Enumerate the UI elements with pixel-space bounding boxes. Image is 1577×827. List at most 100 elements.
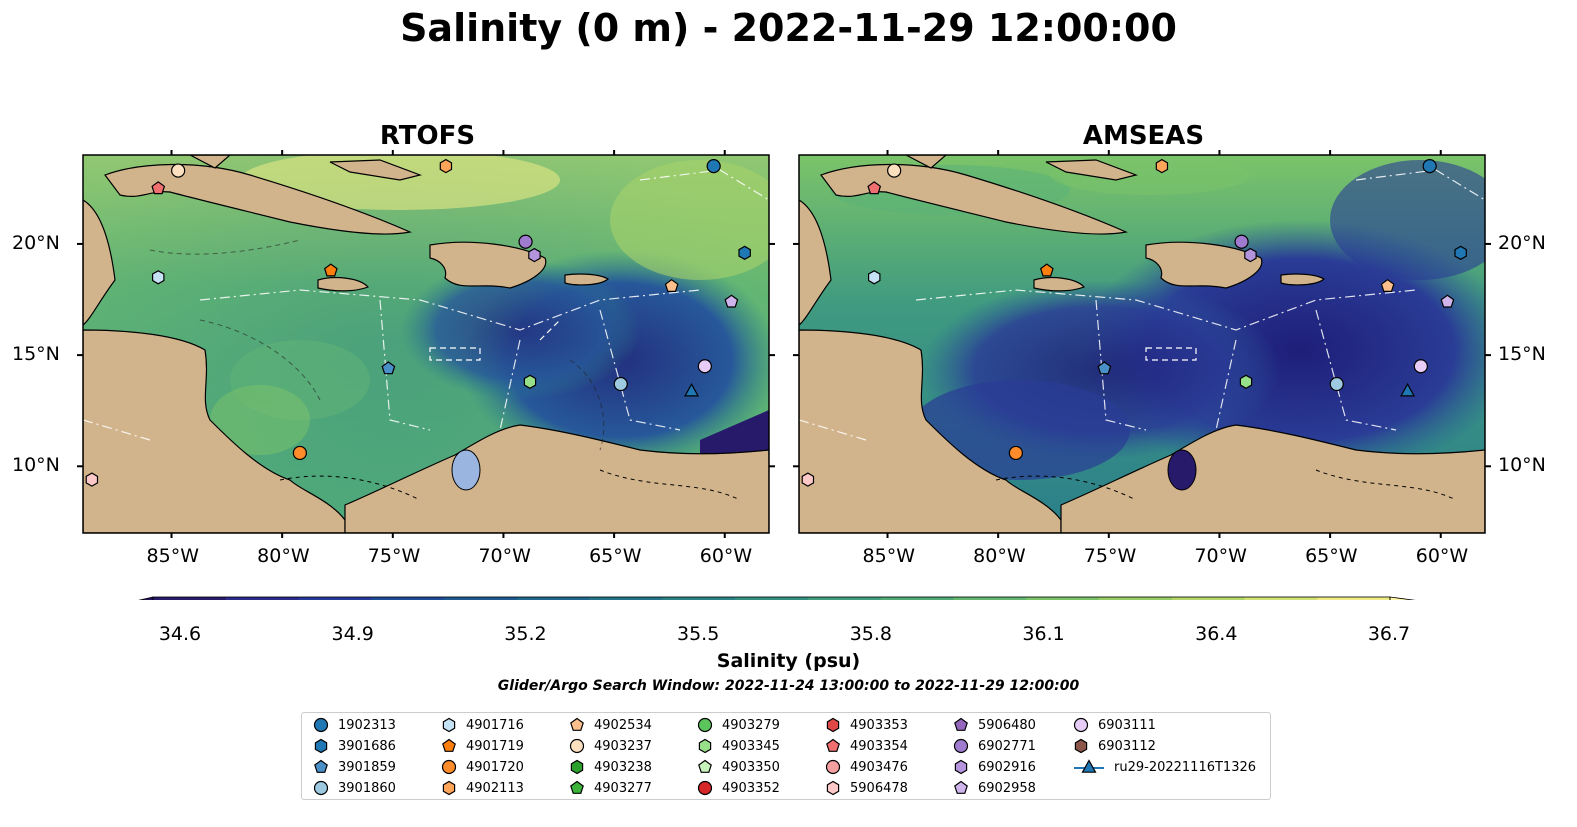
obs-marker-4903354 [867,181,882,195]
legend-marker-icon [442,738,456,752]
colorbar-tick-label: 35.2 [504,623,547,645]
legend-marker-icon [1073,717,1089,733]
legend-marker [953,738,969,754]
legend-entry: 3901859 [312,757,396,777]
legend-marker-icon [570,780,584,794]
obs-marker-4901719 [323,263,338,277]
colorbar-extend-low [138,596,154,600]
legend-marker-icon [826,738,840,752]
x-tick-label: 85°W [146,545,199,567]
obs-marker-4901716 [868,270,881,285]
rtofs-panel-title: RTOFS [379,121,476,151]
obs-marker-3901859 [1097,361,1112,375]
legend-marker [442,717,456,733]
obs-marker-4903345 [1239,374,1253,389]
colorbar-tick-label: 36.7 [1367,623,1411,645]
colorbar-segment [225,597,300,600]
obs-marker-6902771 [1234,234,1249,249]
legend-label: 6903111 [1098,717,1156,733]
colorbar-segment [953,597,1027,600]
legend-marker-icon [570,717,584,731]
legend-marker [954,717,968,731]
legend-marker [826,780,840,796]
legend-entry: 4901719 [440,736,524,756]
legend-label: 4903237 [594,738,652,754]
legend-marker-icon [697,717,713,733]
colorbar-extend-high [1389,596,1416,600]
colorbar-label: Salinity (psu) [716,650,861,672]
obs-marker-3901686 [1454,245,1467,260]
legend-entry: 1902313 [312,715,396,735]
legend-entry: 4903238 [568,757,652,777]
legend-marker [442,780,456,796]
obs-marker-3901860 [613,376,628,392]
obs-marker-6902771 [518,234,533,249]
colorbar [138,596,1416,600]
legend-marker-icon [954,780,968,794]
obs-marker-1902313 [706,159,721,174]
legend-marker [314,738,328,754]
rtofs-map [83,155,769,533]
amseas-map [799,155,1485,533]
legend-label: 4903476 [850,759,908,775]
legend-marker [314,759,328,773]
legend-marker-icon [826,780,840,796]
x-tick-label: 85°W [862,545,915,567]
legend-label: 3901859 [338,759,396,775]
legend-marker [697,717,713,733]
legend-label: 4903345 [722,738,780,754]
colorbar-tick-label: 35.5 [676,623,720,645]
obs-marker-3901686 [738,245,751,260]
colorbar-segment [1317,597,1391,600]
legend-marker [570,759,584,775]
legend-entry: 3901686 [312,736,396,756]
legend-entry: 4903353 [824,715,908,735]
legend-label: 4901720 [466,759,524,775]
legend-marker [697,780,713,796]
legend-marker-icon [825,759,841,775]
colorbar-segment [1244,597,1318,600]
legend-marker [1081,759,1097,773]
legend-entry: 4903277 [568,778,652,798]
y-tick-label: 15°N [12,343,60,366]
x-tick-label: 80°W [257,545,310,567]
legend-entry: 4901720 [440,757,524,777]
legend-label: 6902958 [978,780,1036,796]
obs-marker-6902916 [1244,247,1257,263]
legend-marker [825,759,841,775]
x-tick-label: 80°W [973,545,1026,567]
colorbar-tick-label: 36.1 [1022,623,1065,645]
legend-label: 5906478 [850,780,908,796]
obs-marker-4903354 [151,181,166,195]
legend-marker-icon [442,780,456,796]
obs-marker-6902958 [724,294,739,308]
legend-marker-icon [1074,738,1088,754]
colorbar-segment [444,597,518,600]
obs-marker-6903111 [697,359,712,374]
legend-marker [570,780,584,794]
legend-entry: 4903352 [696,778,780,798]
obs-marker-4902534 [1380,278,1395,292]
obs-marker-4903237 [887,163,902,178]
obs-marker-3901859 [381,361,396,375]
legend-entry: 3901860 [312,778,396,798]
legend-marker [826,738,840,752]
y-tick-label: 15°N [1498,343,1546,366]
legend-entry: 5906480 [952,715,1036,735]
x-tick-label: 70°W [1194,545,1247,567]
legend-entry: 4903237 [568,736,652,756]
legend-marker [442,738,456,752]
legend-label: 4902534 [594,717,652,733]
legend-label: 4903354 [850,738,908,754]
colorbar-segment [1026,597,1100,600]
legend-marker [698,738,712,754]
colorbar-segment [298,597,372,600]
legend-entry: 6902916 [952,757,1036,777]
legend-label: 4903277 [594,780,652,796]
figure-title: Salinity (0 m) - 2022-11-29 12:00:00 [400,6,1177,50]
obs-marker-3901860 [1329,376,1344,392]
legend-entry: 4903354 [824,736,908,756]
colorbar-segment [371,597,445,600]
legend-label: 6902771 [978,738,1036,754]
x-tick-label: 75°W [367,545,421,567]
